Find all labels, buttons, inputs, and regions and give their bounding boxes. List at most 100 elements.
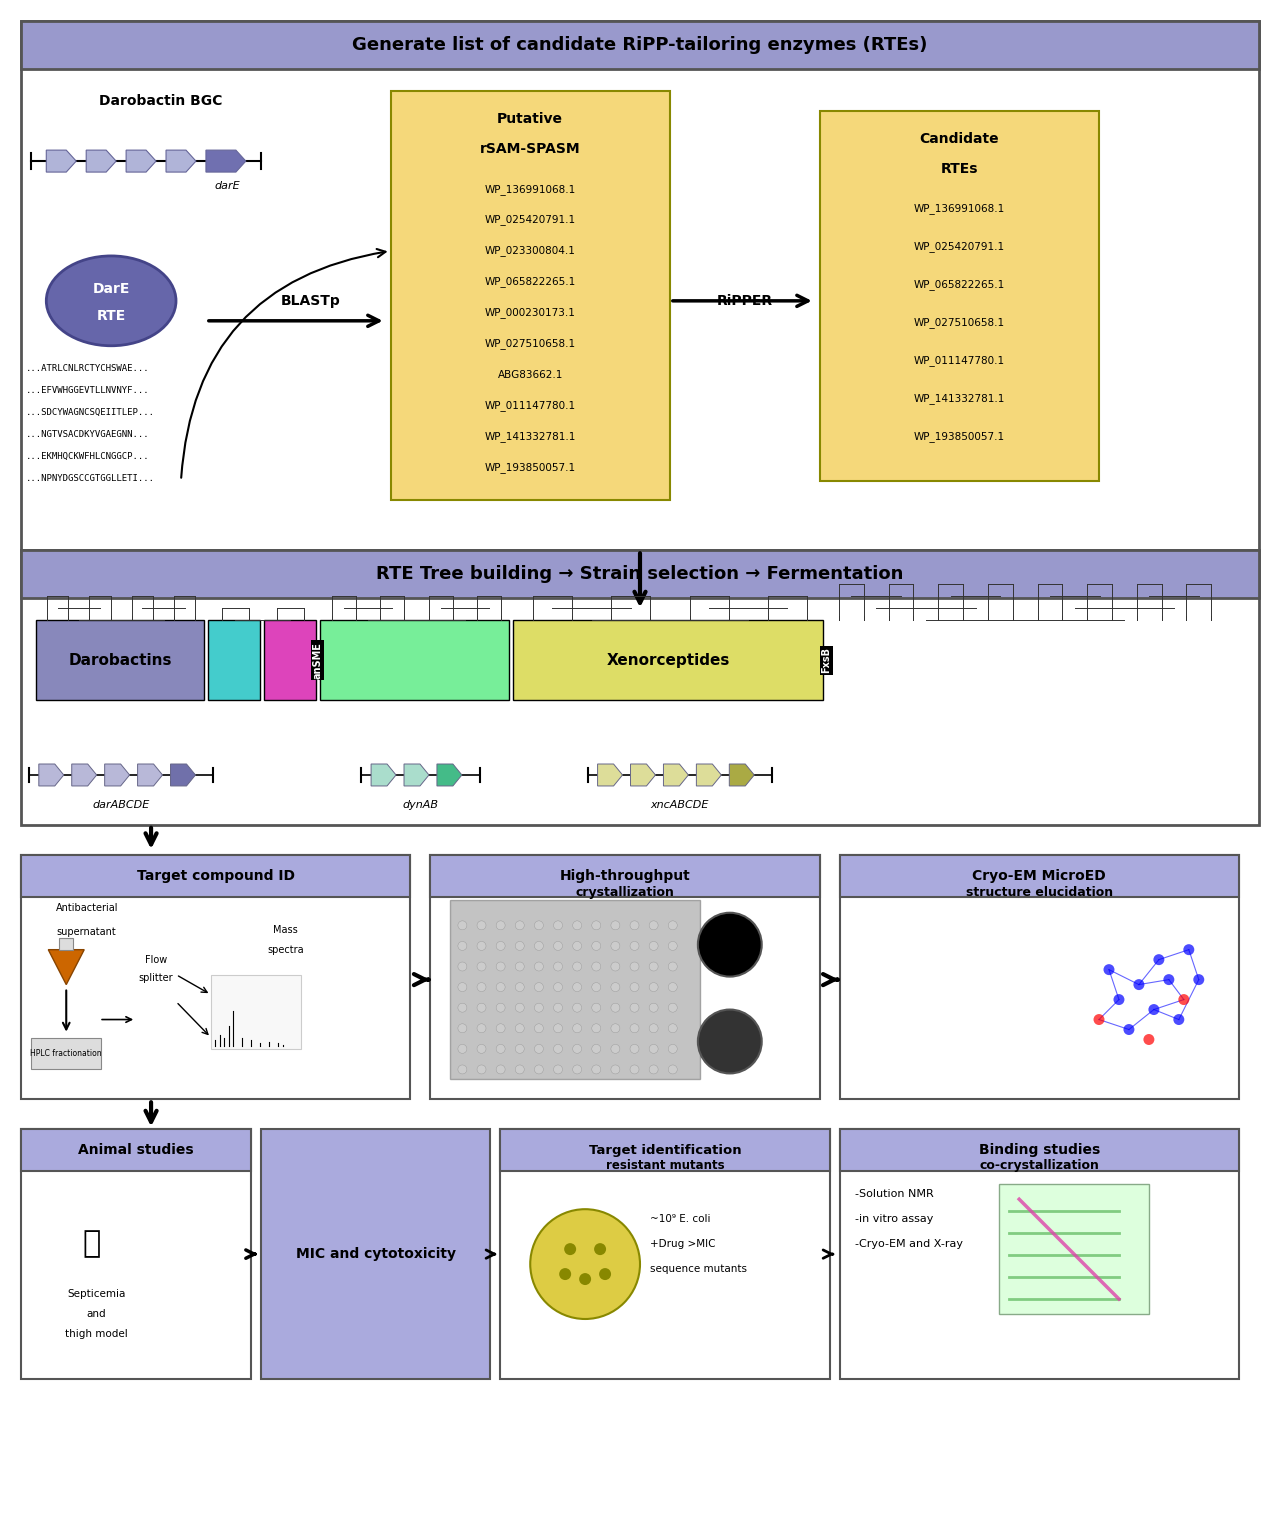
- Text: -in vitro assay: -in vitro assay: [855, 1215, 933, 1224]
- FancyBboxPatch shape: [22, 551, 1258, 825]
- Circle shape: [516, 1024, 525, 1033]
- Circle shape: [1179, 994, 1189, 1005]
- Circle shape: [497, 1065, 506, 1074]
- Text: 🐀: 🐀: [82, 1230, 100, 1259]
- Text: ...NPNYDGSCCGTGGLLETI...: ...NPNYDGSCCGTGGLLETI...: [27, 474, 155, 483]
- Circle shape: [599, 1268, 611, 1281]
- Circle shape: [553, 1004, 562, 1013]
- Circle shape: [516, 1004, 525, 1013]
- Circle shape: [564, 1244, 576, 1255]
- Text: WP_136991068.1: WP_136991068.1: [914, 203, 1005, 214]
- FancyBboxPatch shape: [840, 1129, 1239, 1379]
- Circle shape: [572, 1024, 581, 1033]
- Circle shape: [649, 1045, 658, 1053]
- Circle shape: [668, 1004, 677, 1013]
- FancyBboxPatch shape: [500, 1129, 829, 1172]
- Circle shape: [458, 1004, 467, 1013]
- Circle shape: [1143, 1034, 1155, 1045]
- Circle shape: [1148, 1004, 1160, 1014]
- FancyBboxPatch shape: [22, 1129, 251, 1172]
- Circle shape: [572, 1065, 581, 1074]
- Circle shape: [553, 921, 562, 930]
- Circle shape: [534, 962, 544, 972]
- Circle shape: [1093, 1014, 1105, 1025]
- Text: WP_193850057.1: WP_193850057.1: [485, 462, 576, 473]
- Circle shape: [497, 1004, 506, 1013]
- Circle shape: [649, 982, 658, 991]
- FancyBboxPatch shape: [840, 1129, 1239, 1172]
- FancyArrow shape: [166, 150, 196, 171]
- Text: Darobactins: Darobactins: [68, 653, 172, 667]
- Text: ...EKMHQCKWFHLCNGGCP...: ...EKMHQCKWFHLCNGGCP...: [27, 451, 150, 461]
- Circle shape: [534, 1024, 544, 1033]
- FancyBboxPatch shape: [840, 855, 1239, 897]
- Text: Antibacterial: Antibacterial: [56, 903, 119, 913]
- Circle shape: [497, 982, 506, 991]
- Circle shape: [477, 941, 486, 950]
- FancyBboxPatch shape: [22, 855, 411, 1100]
- Text: splitter: splitter: [138, 973, 173, 982]
- Circle shape: [698, 1010, 762, 1074]
- Text: Septicemia: Septicemia: [67, 1290, 125, 1299]
- Text: ABG83662.1: ABG83662.1: [498, 370, 563, 379]
- Circle shape: [649, 962, 658, 972]
- Text: DarE: DarE: [92, 282, 129, 295]
- Circle shape: [611, 1024, 620, 1033]
- Circle shape: [668, 1045, 677, 1053]
- Circle shape: [553, 1024, 562, 1033]
- FancyArrow shape: [46, 150, 77, 171]
- Circle shape: [458, 962, 467, 972]
- Circle shape: [477, 1024, 486, 1033]
- Ellipse shape: [46, 256, 177, 346]
- Text: RTEs: RTEs: [941, 162, 978, 176]
- FancyArrow shape: [663, 763, 689, 786]
- Circle shape: [477, 982, 486, 991]
- FancyBboxPatch shape: [22, 1129, 251, 1379]
- Circle shape: [497, 1024, 506, 1033]
- Circle shape: [516, 921, 525, 930]
- Circle shape: [591, 921, 600, 930]
- Circle shape: [591, 941, 600, 950]
- FancyBboxPatch shape: [22, 551, 1258, 598]
- Text: ...EFVWHGGEVTLLNVNYF...: ...EFVWHGGEVTLLNVNYF...: [27, 386, 150, 395]
- Circle shape: [553, 962, 562, 972]
- Text: WP_025420791.1: WP_025420791.1: [914, 242, 1005, 252]
- Circle shape: [698, 913, 762, 976]
- Text: WP_027510658.1: WP_027510658.1: [485, 338, 576, 349]
- FancyBboxPatch shape: [22, 855, 411, 897]
- Text: WP_025420791.1: WP_025420791.1: [485, 214, 576, 225]
- FancyBboxPatch shape: [36, 620, 204, 701]
- Text: co-crystallization: co-crystallization: [979, 1158, 1100, 1172]
- Circle shape: [553, 941, 562, 950]
- FancyBboxPatch shape: [513, 620, 823, 701]
- Text: ...ATRLCNLRCTYCHSWAE...: ...ATRLCNLRCTYCHSWAE...: [27, 364, 150, 373]
- Text: xncABCDE: xncABCDE: [650, 800, 709, 809]
- FancyArrow shape: [38, 763, 64, 786]
- Circle shape: [594, 1244, 605, 1255]
- Text: RTE: RTE: [96, 309, 125, 323]
- Circle shape: [611, 1045, 620, 1053]
- Circle shape: [630, 982, 639, 991]
- Circle shape: [1133, 979, 1144, 990]
- Circle shape: [572, 1004, 581, 1013]
- Circle shape: [516, 941, 525, 950]
- Text: WP_193850057.1: WP_193850057.1: [914, 431, 1005, 442]
- FancyBboxPatch shape: [451, 900, 700, 1080]
- FancyBboxPatch shape: [430, 855, 819, 897]
- FancyArrow shape: [371, 763, 396, 786]
- Text: Generate list of candidate RiPP-tailoring enzymes (RTEs): Generate list of candidate RiPP-tailorin…: [352, 37, 928, 54]
- Text: ...NGTVSACDKYVGAEGNN...: ...NGTVSACDKYVGAEGNN...: [27, 430, 150, 439]
- FancyBboxPatch shape: [500, 1129, 829, 1379]
- FancyBboxPatch shape: [390, 92, 669, 500]
- Text: RTE Tree building → Strain selection → Fermentation: RTE Tree building → Strain selection → F…: [376, 566, 904, 583]
- FancyBboxPatch shape: [22, 21, 1258, 551]
- FancyArrow shape: [72, 763, 97, 786]
- Circle shape: [579, 1273, 591, 1285]
- FancyArrow shape: [127, 150, 156, 171]
- FancyBboxPatch shape: [819, 112, 1100, 480]
- Text: Putative: Putative: [497, 112, 563, 125]
- Circle shape: [611, 982, 620, 991]
- Circle shape: [497, 921, 506, 930]
- Circle shape: [497, 962, 506, 972]
- Circle shape: [591, 1004, 600, 1013]
